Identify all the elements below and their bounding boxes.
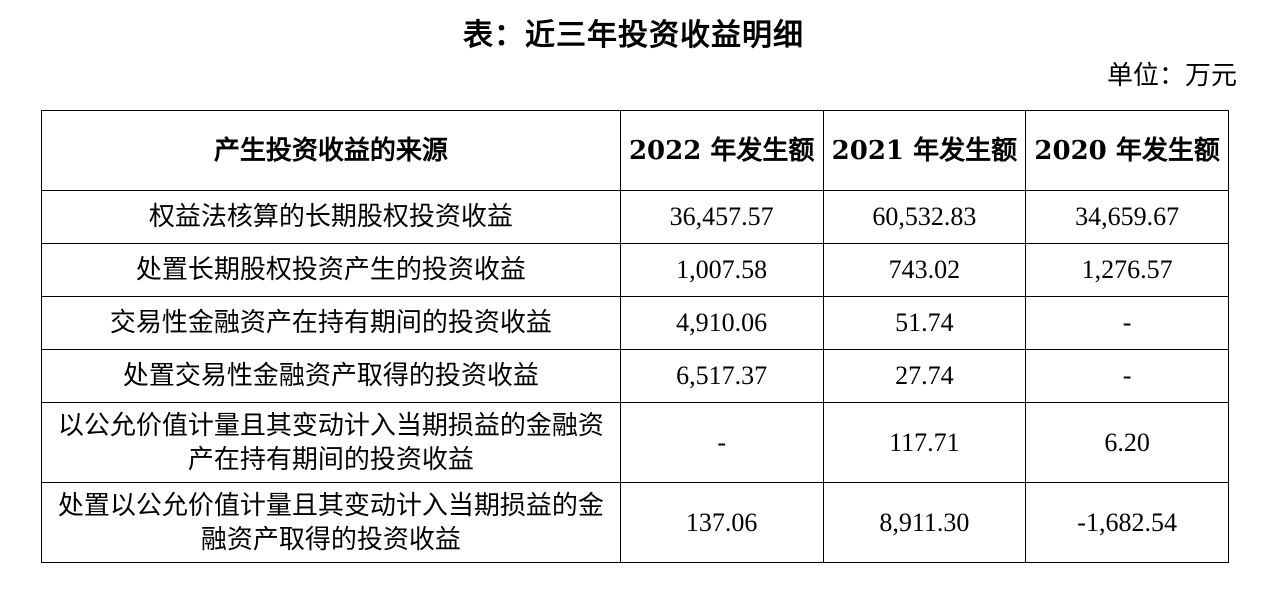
cell-source: 处置交易性金融资产取得的投资收益	[41, 349, 621, 403]
cell-2022: 36,457.57	[619, 190, 824, 244]
table-row: 以公允价值计量且其变动计入当期损益的金融资产在持有期间的投资收益 - 117.7…	[41, 402, 1229, 483]
cell-source: 处置以公允价值计量且其变动计入当期损益的金融资产取得的投资收益	[41, 482, 621, 563]
table-row: 处置交易性金融资产取得的投资收益 6,517.37 27.74 -	[41, 349, 1229, 403]
header-source: 产生投资收益的来源	[41, 110, 621, 191]
cell-2020: 34,659.67	[1025, 190, 1229, 244]
table-header-row: 产生投资收益的来源 2022 年发生额 2021 年发生额 2020 年发生额	[41, 110, 1229, 191]
cell-2022: 1,007.58	[619, 243, 824, 297]
cell-2021: 117.71	[822, 402, 1027, 483]
cell-source: 交易性金融资产在持有期间的投资收益	[41, 296, 621, 350]
header-2021: 2021 年发生额	[822, 110, 1027, 191]
table-row: 处置以公允价值计量且其变动计入当期损益的金融资产取得的投资收益 137.06 8…	[41, 482, 1229, 563]
cell-source: 权益法核算的长期股权投资收益	[41, 190, 621, 244]
cell-2022: -	[619, 402, 824, 483]
cell-source: 以公允价值计量且其变动计入当期损益的金融资产在持有期间的投资收益	[41, 402, 621, 483]
cell-2020: -1,682.54	[1025, 482, 1229, 563]
cell-2020: 6.20	[1025, 402, 1229, 483]
cell-source: 处置长期股权投资产生的投资收益	[41, 243, 621, 297]
table-row: 处置长期股权投资产生的投资收益 1,007.58 743.02 1,276.57	[41, 243, 1229, 297]
cell-2021: 60,532.83	[822, 190, 1027, 244]
cell-2021: 51.74	[822, 296, 1027, 350]
cell-2021: 27.74	[822, 349, 1027, 403]
cell-2020: -	[1025, 349, 1229, 403]
investment-income-table: 产生投资收益的来源 2022 年发生额 2021 年发生额 2020 年发生额 …	[41, 110, 1229, 563]
cell-2022: 4,910.06	[619, 296, 824, 350]
cell-2022: 6,517.37	[619, 349, 824, 403]
cell-2020: 1,276.57	[1025, 243, 1229, 297]
unit-label: 单位：万元	[1106, 61, 1237, 91]
table-row: 交易性金融资产在持有期间的投资收益 4,910.06 51.74 -	[41, 296, 1229, 350]
header-2020: 2020 年发生额	[1025, 110, 1229, 191]
cell-2021: 8,911.30	[822, 482, 1027, 563]
table-row: 权益法核算的长期股权投资收益 36,457.57 60,532.83 34,65…	[41, 190, 1229, 244]
cell-2021: 743.02	[822, 243, 1027, 297]
cell-2020: -	[1025, 296, 1229, 350]
cell-2022: 137.06	[619, 482, 824, 563]
header-2022: 2022 年发生额	[619, 110, 824, 191]
page-title: 表：近三年投资收益明细	[463, 18, 804, 53]
